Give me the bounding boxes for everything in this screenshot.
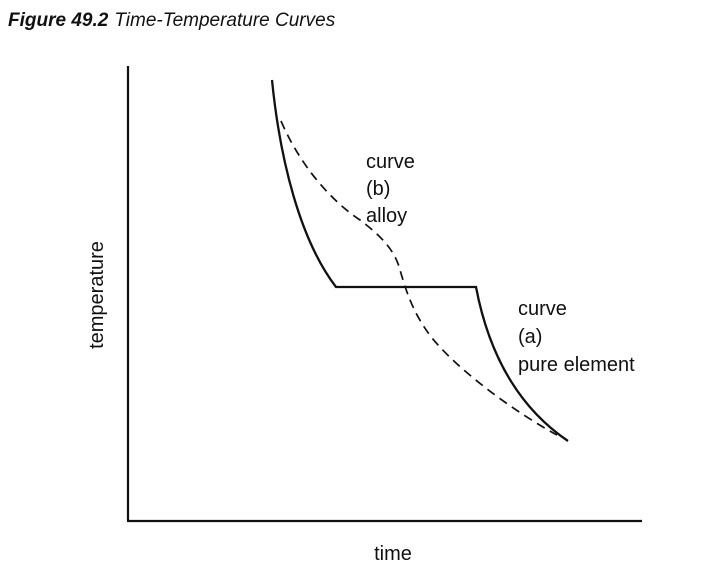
curve-b-label-line-1: curve — [366, 151, 415, 173]
y-axis-label: temperature — [86, 241, 108, 349]
curve-a-label: curve (a) pure element — [518, 298, 635, 376]
curve-a-label-line-3: pure element — [518, 354, 635, 376]
curve-a-pure-element — [270, 79, 569, 442]
curve-b-label-line-3: alloy — [366, 205, 407, 227]
curve-b-label: curve (b) alloy — [366, 151, 420, 227]
curve-b-alloy — [280, 120, 558, 436]
figure-caption: Figure 49.2 Time-Temperature Curves — [8, 10, 335, 32]
x-axis-label: time — [374, 543, 412, 565]
figure-number: Figure 49.2 — [8, 10, 109, 31]
curve-a-label-line-2: (a) — [518, 326, 542, 348]
curve-b-label-line-2: (b) — [366, 178, 390, 200]
curve-a-label-line-1: curve — [518, 298, 567, 320]
figure-title: Time-Temperature Curves — [114, 10, 336, 31]
